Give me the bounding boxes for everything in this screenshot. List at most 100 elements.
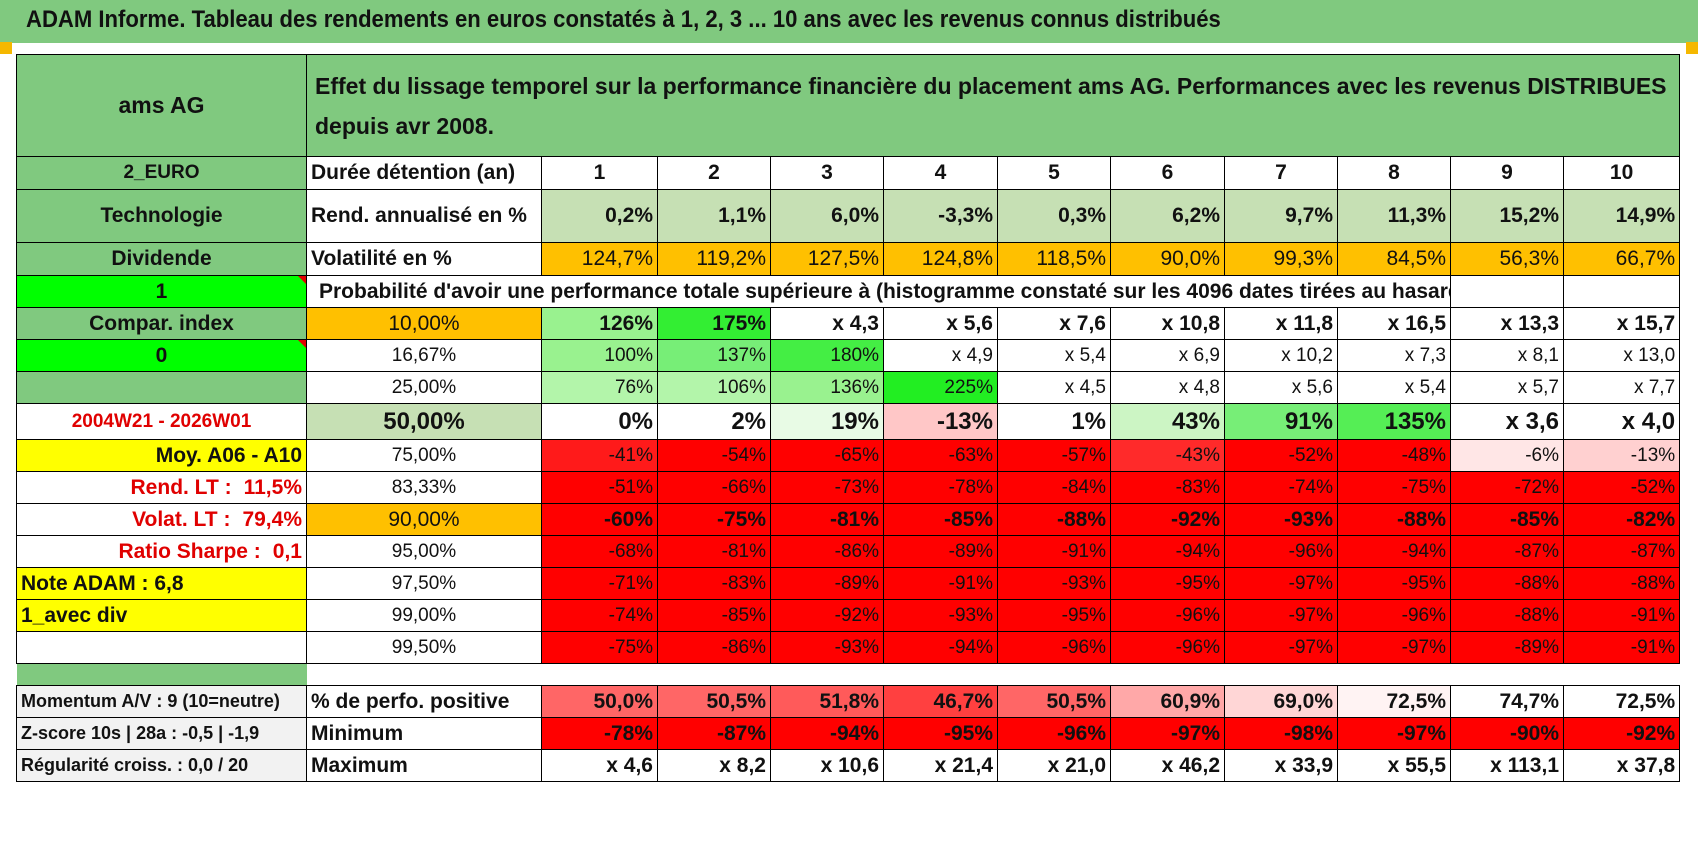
quantile-value: -63% [883,439,998,472]
bottom-value: 50,0% [541,685,658,718]
quantile-value: -6% [1450,439,1564,472]
rend-value: 0,3% [997,189,1111,243]
quantile-value: -93% [883,599,998,632]
bottom-left-cell: Régularité croiss. : 0,0 / 20 [16,749,307,782]
bottom-left-cell: Z-score 10s | 28a : -0,5 | -1,9 [16,717,307,750]
volat-value: 124,7% [541,242,658,276]
quantile-value: 126% [541,307,658,340]
rend-label: Rend. annualisé en % [306,189,542,243]
duration-header: 7 [1224,156,1338,190]
spacer-green [16,663,307,686]
label-text: Ratio Sharpe : [118,539,261,563]
bottom-value: 51,8% [770,685,884,718]
period-cell: 2004W21 - 2026W01 [16,403,307,440]
quantile-value: x 4,9 [883,339,998,372]
moy-cell: Moy. A06 - A10 [16,439,307,472]
report-title: ADAM Informe. Tableau des rendements en … [26,6,1221,33]
quantile-value: -86% [770,535,884,568]
bottom-value: x 21,4 [883,749,998,782]
quantile-value: -51% [541,471,658,504]
quantile-value: -75% [541,631,658,664]
quantile-value: -85% [1450,503,1564,536]
quantile-value: x 7,3 [1337,339,1451,372]
quantile-value: x 8,1 [1450,339,1564,372]
quantile-threshold: 16,67% [306,339,542,372]
quantile-row: Note ADAM : 6,8 97,50% -71% -83% -89% -91% -93… [16,567,1681,600]
quantile-value: x 11,8 [1224,307,1338,340]
duration-header: 10 [1562,156,1681,190]
probability-title: Probabilité d'avoir une performance tota… [306,275,1451,308]
bottom-value: x 55,5 [1337,749,1451,782]
bottom-value: x 113,1 [1450,749,1564,782]
duration-header: 9 [1450,156,1564,190]
quantile-value: -91% [1562,599,1681,632]
bottom-value: 46,7% [883,685,998,718]
quantile-row: Rend. LT : 11,5% 83,33% -51% -66% -73% -78% -84… [16,471,1681,504]
spacer-row [16,663,1680,686]
quantile-row: 99,50% -75% -86% -93% -94% -96% -96% -97% -97% -8… [16,631,1681,664]
quantile-value: -88% [1450,567,1564,600]
rend-value: 6,2% [1110,189,1225,243]
quantile-value: -43% [1110,439,1225,472]
div-mode-cell: 1_avec div [16,599,307,632]
quantile-threshold: 99,50% [306,631,542,664]
flag-zero-cell: 0 [16,339,307,372]
quantile-value: 19% [770,403,884,440]
left-corner-marker [0,42,12,54]
rend-value: 9,7% [1224,189,1338,243]
bottom-value: -87% [657,717,771,750]
bottom-value: -92% [1562,717,1681,750]
compar-index-cell: Compar. index [16,307,307,340]
quantile-value: -74% [1224,471,1338,504]
duration-header: 4 [883,156,998,190]
quantile-value: -88% [1450,599,1564,632]
quantile-value: x 13,0 [1562,339,1681,372]
empty-cell [1562,275,1681,308]
quantile-value: 135% [1337,403,1451,440]
quantile-value: x 13,3 [1450,307,1564,340]
quantile-value: -88% [1337,503,1451,536]
quantile-value: x 10,2 [1224,339,1338,372]
bottom-value: x 33,9 [1224,749,1338,782]
quantile-value: -93% [997,567,1111,600]
quantile-value: 137% [657,339,771,372]
quantile-value: -96% [1224,535,1338,568]
quantile-threshold: 99,00% [306,599,542,632]
empty-cell [1450,275,1564,308]
note-adam-cell: Note ADAM : 6,8 [16,567,307,600]
bottom-value: 69,0% [1224,685,1338,718]
bottom-value: x 4,6 [541,749,658,782]
bottom-value: -97% [1110,717,1225,750]
quantile-row: Compar. index 10,00% 126% 175% x 4,3 x 5,6 x 7… [16,307,1681,340]
quantile-value: 180% [770,339,884,372]
quantile-value: 1% [997,403,1111,440]
quantile-value: -91% [997,535,1111,568]
right-corner-marker [1686,42,1698,54]
quantile-row: Ratio Sharpe :0,1 95,00% -68% -81% -86% -89% -… [16,535,1681,568]
volat-value: 90,0% [1110,242,1225,276]
rend-lt-cell: Rend. LT : 11,5% [16,471,307,504]
rend-value: 15,2% [1450,189,1564,243]
quantile-value: -97% [1224,567,1338,600]
bottom-row: Régularité croiss. : 0,0 / 20 Maximum x 4,… [16,749,1681,782]
quantile-threshold: 95,00% [306,535,542,568]
performance-sheet: ams AG Effet du lissage temporel sur la p… [16,54,1681,834]
volat-value: 84,5% [1337,242,1451,276]
quantile-value: -85% [883,503,998,536]
bottom-value: 60,9% [1110,685,1225,718]
rend-value: 6,0% [770,189,884,243]
quantile-value: -89% [883,535,998,568]
quantile-value: 43% [1110,403,1225,440]
quantile-value: -89% [770,567,884,600]
quantile-row: 25,00% 76% 106% 136% 225% x 4,5 x 4,8 x 5,6 x 5,… [16,371,1681,404]
quantile-value: -66% [657,471,771,504]
quantile-value: x 4,8 [1110,371,1225,404]
bottom-label: Minimum [306,717,542,750]
title-bar: ADAM Informe. Tableau des rendements en … [0,0,1698,43]
bottom-value: x 46,2 [1110,749,1225,782]
bottom-value: 72,5% [1337,685,1451,718]
quantile-value: -87% [1562,535,1681,568]
bottom-value: 72,5% [1562,685,1681,718]
volat-value: 127,5% [770,242,884,276]
quantile-value: -83% [1110,471,1225,504]
